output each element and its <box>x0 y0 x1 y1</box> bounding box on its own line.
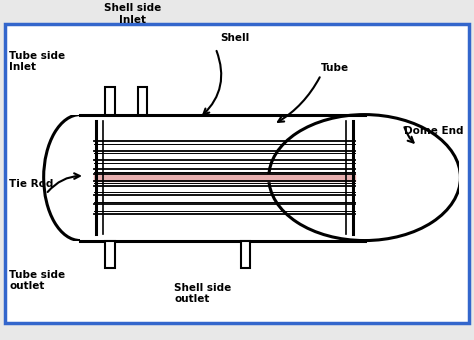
Bar <box>241 241 250 268</box>
Text: Shell side
outlet: Shell side outlet <box>174 283 231 304</box>
Text: Tube side
outlet: Tube side outlet <box>9 270 65 291</box>
Text: Dome End: Dome End <box>403 126 463 136</box>
Text: Shell: Shell <box>220 33 249 43</box>
Ellipse shape <box>269 115 460 241</box>
Bar <box>80 115 365 241</box>
Bar <box>106 241 115 268</box>
Text: Tube side
Inlet: Tube side Inlet <box>9 51 65 72</box>
Bar <box>137 87 147 115</box>
Ellipse shape <box>44 115 117 241</box>
Bar <box>106 87 115 115</box>
Text: Tube: Tube <box>321 63 349 73</box>
Text: Tie Rod: Tie Rod <box>9 179 54 189</box>
Text: Shell side
Inlet: Shell side Inlet <box>104 3 162 25</box>
